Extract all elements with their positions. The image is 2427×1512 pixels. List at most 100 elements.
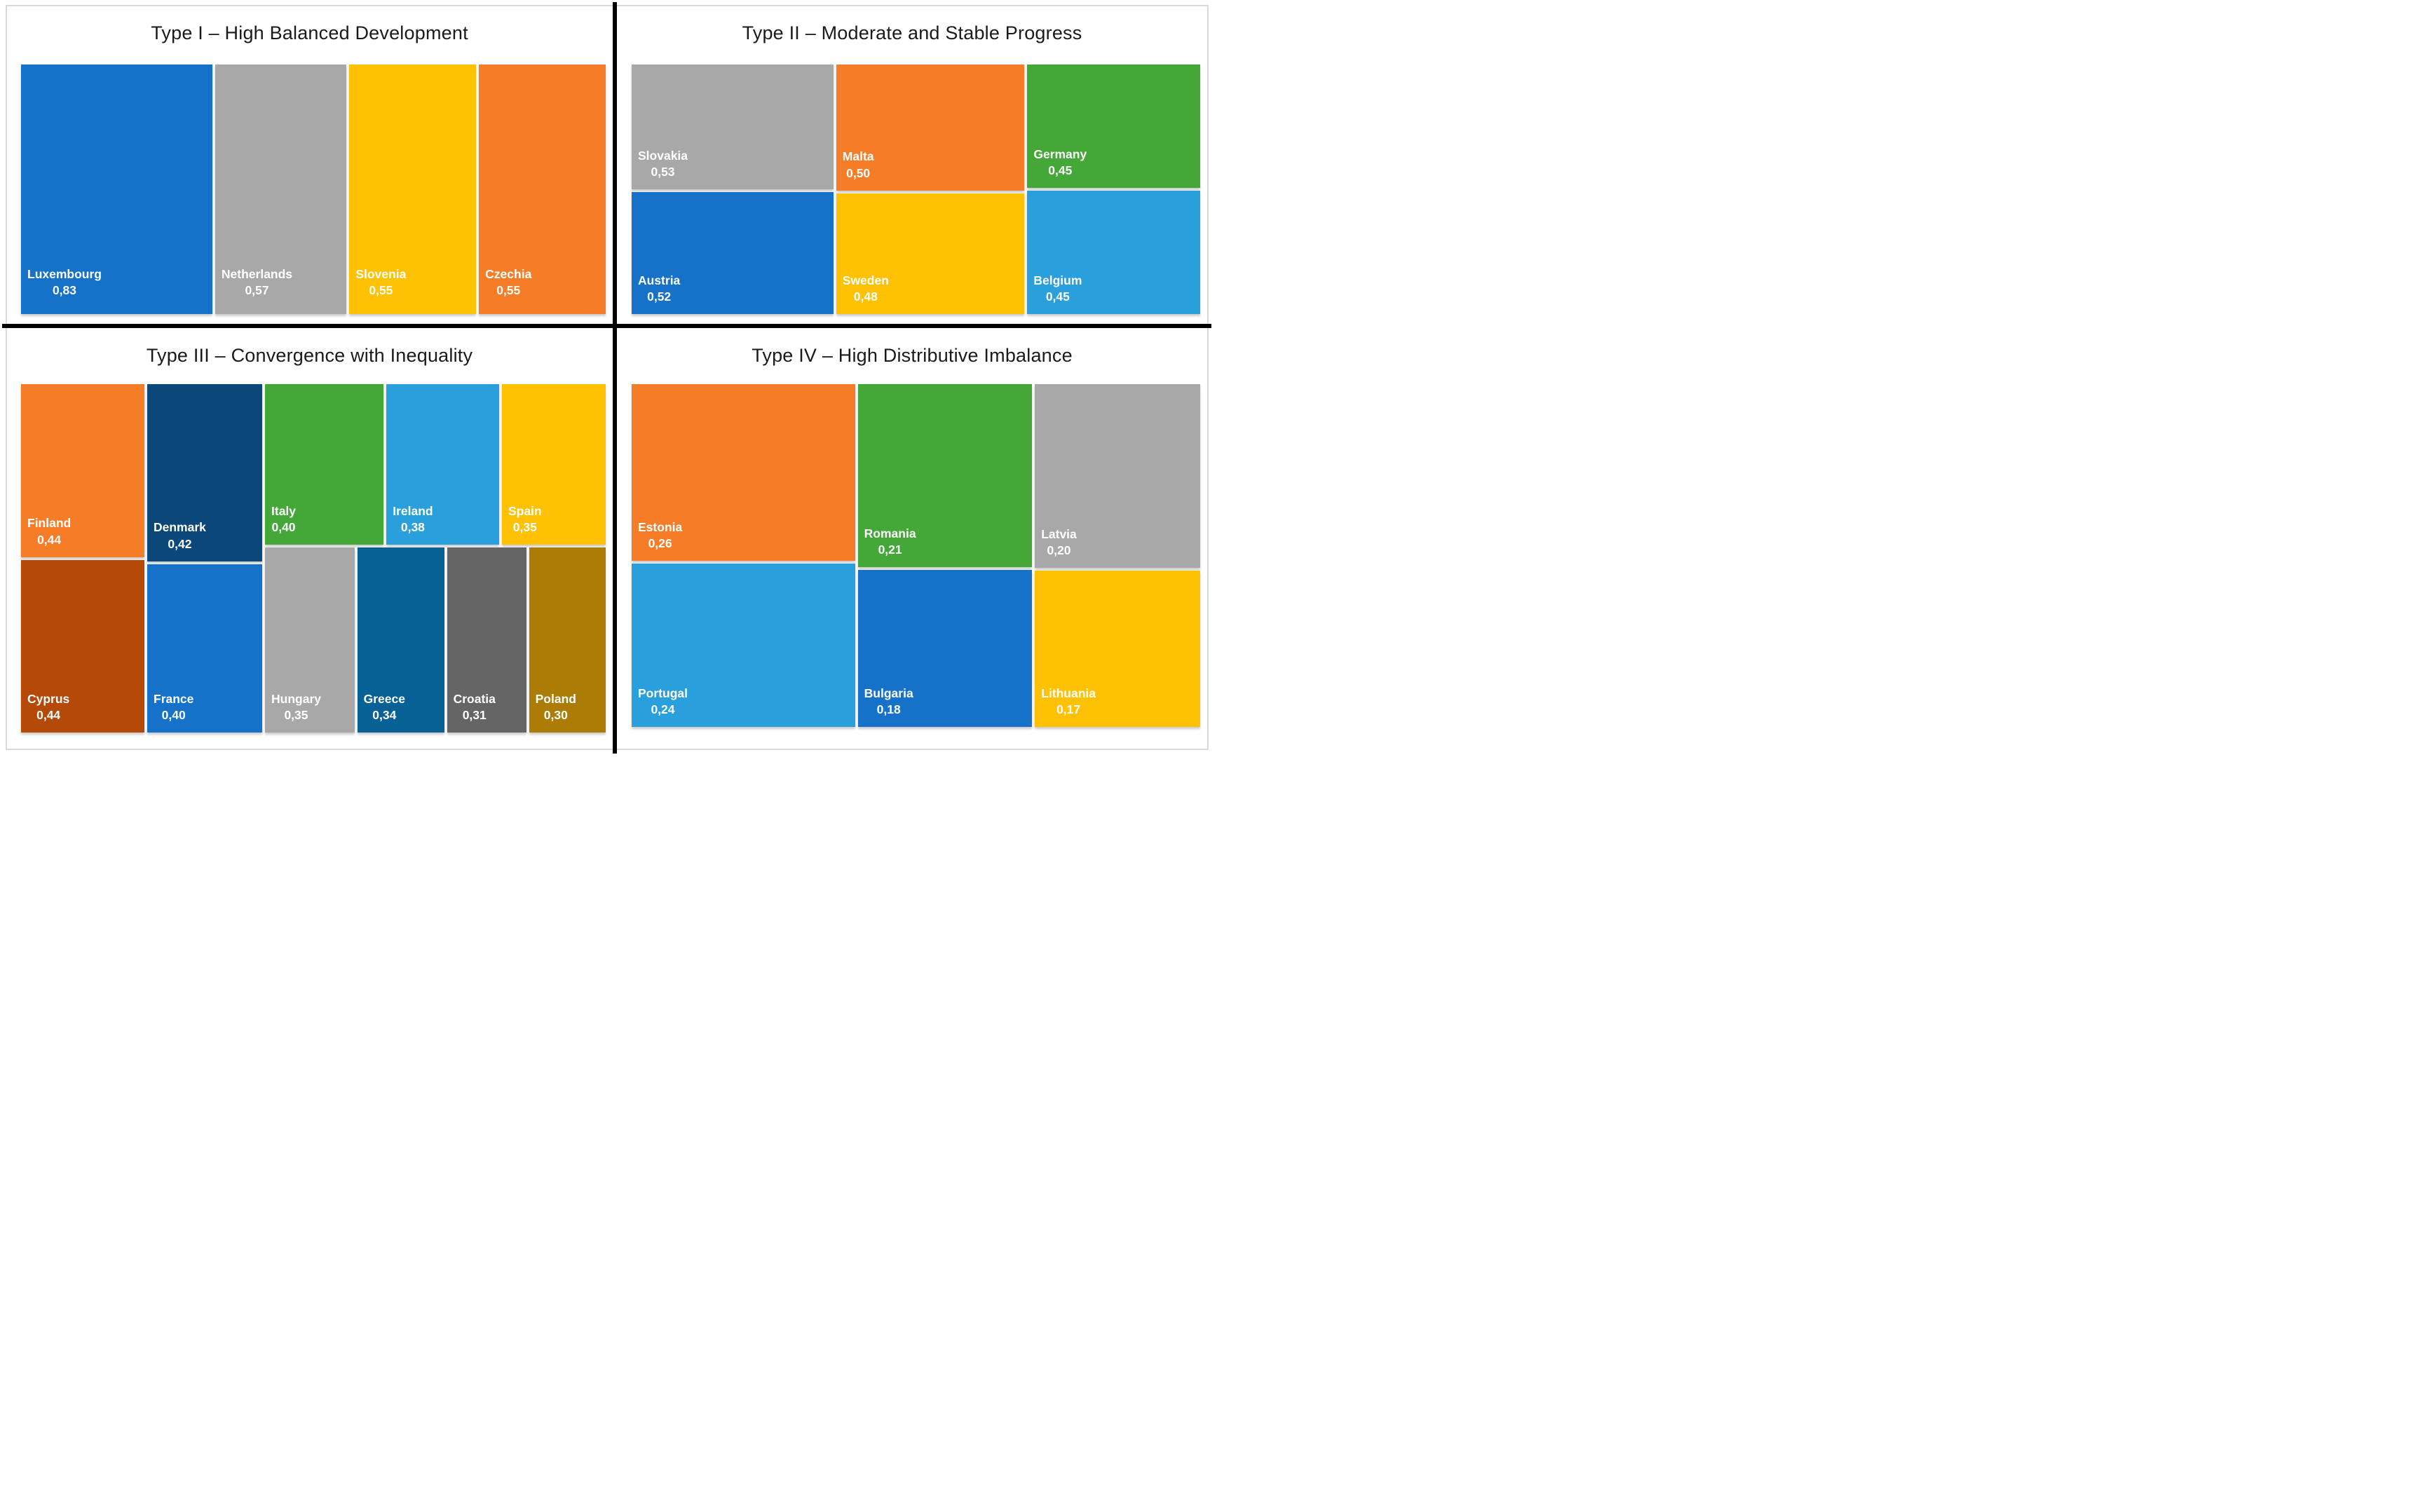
- cell-country-name: Belgium: [1033, 273, 1082, 287]
- cell-label: Hungary 0,35: [271, 690, 321, 723]
- treemap-group: Estonia 0,26 Portugal 0,24: [632, 384, 855, 727]
- panel-title-type-iv: Type IV – High Distributive Imbalance: [752, 345, 1073, 366]
- cell-label: Lithuania 0,17: [1041, 684, 1096, 718]
- cell-value: 0,55: [496, 283, 521, 298]
- treemap-group: Germany 0,45 Belgium 0,45: [1027, 64, 1200, 314]
- treemap-type-iv: Estonia 0,26 Portugal 0,24 Romania 0,21 Bulgar…: [632, 384, 1200, 727]
- cell-value: 0,40: [271, 520, 296, 535]
- cell-label: Cyprus 0,44: [27, 690, 69, 723]
- cell-country-name: Slovakia: [638, 148, 688, 163]
- cell-country-name: Bulgaria: [864, 686, 913, 700]
- cell-country-name: Spain: [508, 504, 542, 519]
- cell-poland: Poland 0,30: [529, 547, 606, 733]
- cell-value: 0,26: [648, 536, 672, 551]
- cell-value: 0,34: [372, 708, 397, 723]
- cell-portugal: Portugal 0,24: [632, 564, 855, 727]
- cell-italy: Italy 0,40: [265, 384, 384, 545]
- cell-country-name: Ireland: [393, 504, 433, 519]
- cell-slovenia: Slovenia 0,55: [349, 64, 477, 314]
- cell-country-name: Latvia: [1041, 527, 1077, 542]
- panel-type-iv: Type IV – High Distributive Imbalance Es…: [617, 328, 1207, 749]
- treemap-group: Italy 0,40 Ireland 0,38 Spain 0,35 Hungary 0,35…: [265, 384, 606, 733]
- figure-border: [6, 5, 1209, 750]
- cell-label: Luxembourg 0,83: [27, 265, 102, 299]
- cell-country-name: Italy: [271, 504, 297, 519]
- cell-france: France 0,40: [147, 564, 262, 733]
- cell-value: 0,45: [1048, 163, 1073, 178]
- cell-value: 0,52: [647, 290, 672, 304]
- cell-bulgaria: Bulgaria 0,18: [857, 570, 1033, 727]
- cell-spain: Spain 0,35: [501, 384, 606, 545]
- cell-value: 0,48: [853, 290, 878, 304]
- cell-label: Ireland 0,38: [393, 502, 433, 536]
- treemap-group: Denmark 0,42 France 0,40: [147, 384, 262, 733]
- cell-slovakia: Slovakia 0,53: [632, 64, 834, 189]
- cell-value: 0,35: [512, 520, 537, 535]
- cell-country-name: Slovenia: [355, 266, 407, 281]
- cell-label: Austria 0,52: [638, 271, 680, 305]
- treemap-group: Finland 0,44 Cyprus 0,44: [21, 384, 144, 733]
- cell-country-name: Greece: [363, 691, 405, 706]
- cell-cyprus: Cyprus 0,44: [21, 559, 144, 733]
- cell-country-name: Netherlands: [221, 266, 293, 281]
- cell-value: 0,44: [36, 708, 61, 723]
- cell-value: 0,35: [284, 708, 308, 723]
- panel-title-type-iii: Type III – Convergence with Inequality: [146, 345, 473, 366]
- cell-label: Italy 0,40: [271, 502, 296, 536]
- cell-label: Latvia 0,20: [1041, 525, 1077, 559]
- panel-type-iii: Type III – Convergence with Inequality F…: [6, 328, 613, 749]
- cell-value: 0,31: [462, 708, 487, 723]
- cell-value: 0,44: [37, 532, 62, 547]
- cell-estonia: Estonia 0,26: [632, 384, 855, 561]
- cell-label: Sweden 0,48: [843, 271, 889, 305]
- treemap-type-iii: Finland 0,44 Cyprus 0,44 Denmark 0,42 France 0,…: [21, 384, 606, 733]
- cell-label: Denmark 0,42: [154, 518, 206, 552]
- cell-value: 0,18: [876, 702, 901, 717]
- cell-label: Finland 0,44: [27, 514, 71, 547]
- cell-label: Bulgaria 0,18: [864, 684, 913, 718]
- cell-label: Germany 0,45: [1033, 145, 1087, 179]
- cell-country-name: Romania: [864, 526, 916, 541]
- cell-value: 0,40: [161, 708, 186, 723]
- cell-value: 0,21: [878, 543, 902, 557]
- treemap-group: Slovakia 0,53 Austria 0,52 Malta 0,50 Sweden 0,…: [632, 64, 1200, 314]
- cell-value: 0,45: [1045, 290, 1070, 304]
- cell-label: Slovakia 0,53: [638, 147, 688, 180]
- panel-title-type-i: Type I – High Balanced Development: [151, 22, 468, 43]
- treemap-group: Malta 0,50 Sweden 0,48: [836, 64, 1025, 314]
- cell-country-name: Cyprus: [27, 691, 70, 706]
- treemap-type-i: Luxembourg 0,83 Netherlands 0,57 Slovenia 0,5…: [21, 64, 606, 314]
- cell-value: 0,17: [1056, 702, 1081, 717]
- cell-label: Slovenia 0,55: [355, 265, 406, 299]
- cell-luxembourg: Luxembourg 0,83: [21, 64, 212, 314]
- cell-country-name: Denmark: [154, 520, 206, 535]
- cell-ireland: Ireland 0,38: [386, 384, 499, 545]
- panel-type-ii: Type II – Moderate and Stable Progress S…: [617, 6, 1207, 324]
- cell-germany: Germany 0,45: [1027, 64, 1200, 188]
- cell-country-name: Austria: [638, 273, 681, 287]
- cell-value: 0,55: [369, 283, 393, 298]
- cell-value: 0,42: [168, 536, 192, 551]
- cell-label: Estonia 0,26: [638, 518, 682, 552]
- treemap-group: Hungary 0,35 Greece 0,34 Croatia 0,31 Poland 0,…: [265, 547, 606, 733]
- cell-country-name: Czechia: [485, 266, 532, 281]
- cell-country-name: Malta: [842, 149, 874, 164]
- cell-sweden: Sweden 0,48: [836, 193, 1025, 314]
- cell-value: 0,20: [1047, 543, 1071, 558]
- cell-label: Croatia 0,31: [454, 690, 496, 723]
- treemap-group: Slovakia 0,53 Austria 0,52: [632, 64, 834, 314]
- cell-belgium: Belgium 0,45: [1027, 191, 1200, 314]
- cell-label: Greece 0,34: [364, 690, 405, 723]
- cell-label: Spain 0,35: [508, 502, 542, 536]
- cell-country-name: Germany: [1033, 147, 1087, 161]
- cell-value: 0,30: [543, 708, 568, 723]
- cell-hungary: Hungary 0,35: [265, 547, 355, 733]
- cell-value: 0,50: [846, 165, 871, 180]
- cell-value: 0,24: [651, 702, 675, 717]
- cell-netherlands: Netherlands 0,57: [215, 64, 347, 314]
- treemap-group: Romania 0,21 Bulgaria 0,18: [857, 384, 1033, 727]
- cell-greece: Greece 0,34: [357, 547, 444, 733]
- cell-latvia: Latvia 0,20: [1035, 384, 1200, 568]
- cell-label: Portugal 0,24: [638, 684, 688, 718]
- cell-value: 0,38: [400, 520, 425, 535]
